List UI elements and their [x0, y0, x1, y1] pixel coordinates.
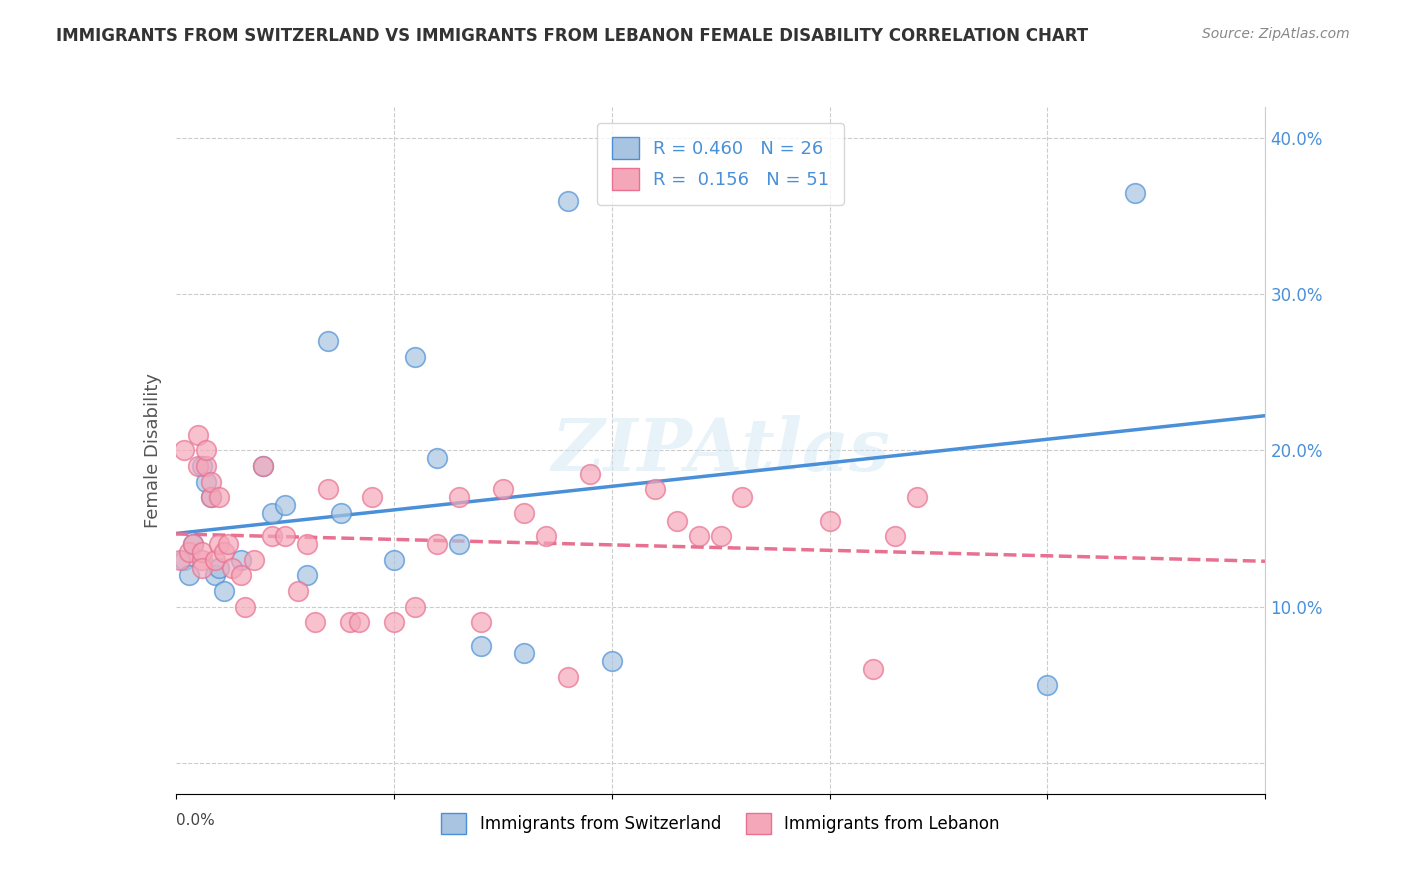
Point: [295, 537, 318, 551]
Point: [557, 194, 579, 208]
Point: [243, 552, 266, 567]
Point: [260, 506, 283, 520]
Point: [339, 615, 361, 630]
Point: [208, 560, 231, 574]
Point: [195, 475, 218, 489]
Point: [208, 537, 231, 551]
Point: [818, 514, 841, 528]
Point: [534, 529, 557, 543]
Point: [173, 443, 195, 458]
Point: [200, 475, 222, 489]
Point: [470, 615, 492, 630]
Point: [304, 615, 326, 630]
Point: [347, 615, 370, 630]
Point: [513, 506, 536, 520]
Text: IMMIGRANTS FROM SWITZERLAND VS IMMIGRANTS FROM LEBANON FEMALE DISABILITY CORRELA: IMMIGRANTS FROM SWITZERLAND VS IMMIGRANT…: [56, 27, 1088, 45]
Point: [905, 490, 928, 504]
Point: [212, 545, 235, 559]
Point: [217, 537, 239, 551]
Point: [710, 529, 733, 543]
Point: [191, 458, 214, 473]
Point: [235, 599, 257, 614]
Y-axis label: Female Disability: Female Disability: [143, 373, 162, 528]
Point: [360, 490, 382, 504]
Point: [405, 350, 427, 364]
Point: [884, 529, 907, 543]
Point: [405, 599, 427, 614]
Point: [492, 483, 515, 497]
Point: [426, 537, 449, 551]
Point: [731, 490, 754, 504]
Text: ZIPAtlas: ZIPAtlas: [551, 415, 890, 486]
Point: [557, 670, 579, 684]
Point: [426, 451, 449, 466]
Point: [295, 568, 318, 582]
Point: [260, 529, 283, 543]
Point: [200, 490, 222, 504]
Point: [688, 529, 710, 543]
Point: [231, 568, 253, 582]
Point: [600, 654, 623, 668]
Point: [186, 458, 209, 473]
Point: [208, 490, 231, 504]
Point: [579, 467, 602, 481]
Point: [287, 583, 309, 598]
Point: [330, 506, 353, 520]
Point: [191, 560, 214, 574]
Point: [231, 552, 253, 567]
Point: [200, 490, 222, 504]
Point: [470, 639, 492, 653]
Point: [181, 537, 204, 551]
Point: [177, 545, 200, 559]
Point: [274, 529, 297, 543]
Point: [318, 334, 340, 348]
Point: [252, 458, 274, 473]
Point: [191, 545, 214, 559]
Point: [862, 662, 884, 676]
Point: [195, 443, 218, 458]
Point: [1036, 678, 1059, 692]
Point: [195, 458, 218, 473]
Point: [169, 552, 191, 567]
Point: [204, 552, 226, 567]
Point: [186, 427, 209, 442]
Point: [274, 498, 297, 512]
Point: [666, 514, 689, 528]
Point: [447, 537, 470, 551]
Point: [181, 537, 204, 551]
Point: [1123, 186, 1146, 200]
Point: [212, 583, 235, 598]
Point: [513, 646, 536, 660]
Point: [177, 568, 200, 582]
Point: [382, 615, 405, 630]
Point: [221, 560, 243, 574]
Text: 0.0%: 0.0%: [176, 813, 215, 828]
Point: [447, 490, 470, 504]
Legend: Immigrants from Switzerland, Immigrants from Lebanon: Immigrants from Switzerland, Immigrants …: [434, 807, 1007, 840]
Point: [204, 568, 226, 582]
Point: [191, 552, 214, 567]
Point: [382, 552, 405, 567]
Point: [318, 483, 340, 497]
Point: [644, 483, 666, 497]
Text: Source: ZipAtlas.com: Source: ZipAtlas.com: [1202, 27, 1350, 41]
Point: [252, 458, 274, 473]
Point: [173, 552, 195, 567]
